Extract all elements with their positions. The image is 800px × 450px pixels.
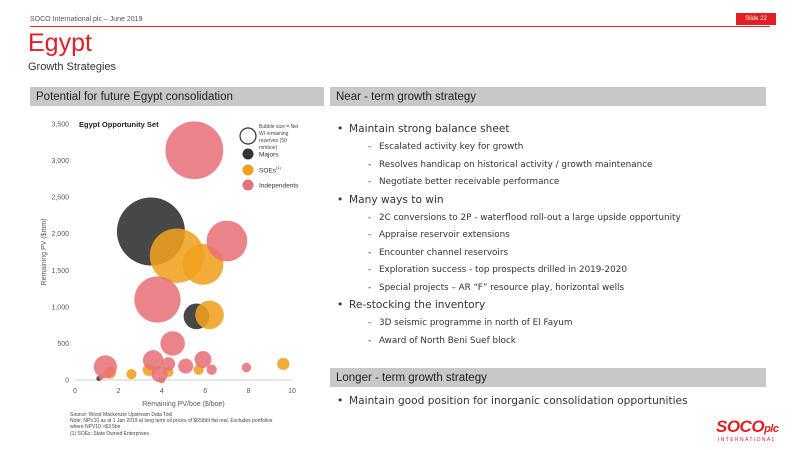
- slide-number-badge: Slide 22: [736, 13, 776, 25]
- legend-soes-footnote-mark: (1): [276, 165, 282, 170]
- x-tick-label: 6: [203, 388, 207, 395]
- left-section-heading: Potential for future Egypt consolidation: [30, 87, 324, 106]
- logo-subtext: INTERNATIONAL: [718, 437, 776, 443]
- bubble-soes: [195, 300, 224, 330]
- y-tick-label: 3,000: [51, 158, 69, 165]
- footnote-note: Note: NPV10 as at 1 Jan 2019 at long ter…: [70, 418, 273, 425]
- logo-wordmark: SOCOplc: [716, 417, 786, 437]
- bubble-soes: [277, 357, 290, 371]
- legend-size-note: WI remaining: [259, 131, 289, 137]
- legend-label-soes: SOEs: [259, 168, 277, 175]
- chart-footnotes: Source: Wood Mackenzie Upstream Data Too…: [70, 412, 320, 437]
- sub-bullet: Special projects – AR “F” resource play,…: [336, 280, 766, 298]
- y-tick-label: 500: [57, 341, 69, 348]
- y-axis-title: Remaining PV ($mm): [41, 219, 48, 286]
- bubble-independents: [142, 350, 164, 371]
- x-tick-label: 4: [160, 388, 164, 395]
- soco-logo: SOCOplc INTERNATIONAL: [716, 417, 786, 443]
- y-tick-label: 1,500: [51, 268, 69, 275]
- sub-bullet: Resolves handicap on historical activity…: [336, 157, 766, 175]
- chart-title: Egypt Opportunity Set: [79, 120, 159, 129]
- sub-bullet: Escalated activity key for growth: [336, 139, 766, 157]
- bullet-restocking: Re-stocking the inventory: [336, 297, 766, 315]
- bubble-independents: [178, 358, 194, 374]
- footnote-source: Source: Wood Mackenzie Upstream Data Too…: [70, 412, 173, 418]
- left-section-heading-text: Potential for future Egypt consolidation: [36, 90, 233, 103]
- x-tick-label: 10: [288, 388, 296, 395]
- y-tick-label: 2,000: [51, 231, 69, 238]
- header-divider: [30, 26, 770, 27]
- sub-bullet: Encounter channel reservoirs: [336, 245, 766, 263]
- bubble-independents: [98, 374, 104, 380]
- bubble-chart: 0 500 1,000 1,500 2,000 2,500 3,000 3,500 0 2 4 6 8 1…: [41, 120, 299, 408]
- x-axis-title: Remaining PV/boe ($/boe): [142, 401, 225, 408]
- bullet-inorganic-consolidation: Maintain good position for inorganic con…: [336, 393, 766, 411]
- y-tick-label: 1,000: [51, 304, 69, 311]
- legend-size-note: Bubble size = Net: [259, 124, 299, 130]
- legend-label-majors: Majors: [259, 152, 279, 159]
- legend-size-note: reserves (50: [259, 138, 287, 144]
- bubble-independents: [158, 376, 166, 384]
- legend-marker-soes: [242, 164, 254, 176]
- bubble-independents: [134, 276, 181, 323]
- bubble-soes: [126, 369, 137, 380]
- longer-term-list: Maintain good position for inorganic con…: [336, 393, 766, 411]
- sub-bullet: Negotiate better receivable performance: [336, 174, 766, 192]
- x-tick-label: 8: [247, 388, 251, 395]
- near-term-heading: Near - term growth strategy: [330, 87, 766, 106]
- bubble-independents: [161, 357, 176, 371]
- logo-suffix: plc: [764, 423, 779, 435]
- bubble-independents: [241, 362, 252, 373]
- sub-bullet: 3D seismic programme in north of El Fayu…: [336, 315, 766, 333]
- near-term-heading-text: Near - term growth strategy: [336, 90, 476, 103]
- x-tick-label: 2: [116, 388, 120, 395]
- bubble-independents: [206, 220, 248, 262]
- y-tick-label: 3,500: [51, 122, 69, 129]
- x-tick-label: 0: [73, 388, 77, 395]
- legend-size-circle: [239, 127, 257, 145]
- sub-bullet: 2C conversions to 2P - waterflood roll-o…: [336, 210, 766, 228]
- header-company: SOCO International plc – June 2019: [30, 16, 143, 23]
- logo-text: SOCO: [716, 417, 765, 436]
- bubble-independents: [93, 355, 117, 379]
- y-tick-label: 0: [65, 378, 69, 385]
- sub-bullet: Exploration success - top prospects dril…: [336, 262, 766, 280]
- longer-term-heading-text: Longer - term growth strategy: [336, 371, 487, 384]
- sub-bullet: Appraise reservoir extensions: [336, 227, 766, 245]
- footnote-soes: (1) SOEs: State Owned Enterprises: [70, 430, 149, 437]
- bullet-ways-to-win: Many ways to win: [336, 192, 766, 210]
- page-title: Egypt: [28, 29, 92, 57]
- longer-term-heading: Longer - term growth strategy: [330, 368, 766, 387]
- bubble-independents: [194, 351, 212, 369]
- footnote-note-cont: where NPV10 >$3.5bn: [70, 424, 121, 431]
- legend-marker-majors: [242, 148, 254, 160]
- legend-marker-independents: [242, 179, 254, 191]
- bubble-independents: [160, 331, 185, 356]
- bullet-balance-sheet: Maintain strong balance sheet: [336, 121, 766, 139]
- bubble-independents: [206, 364, 217, 375]
- page-subtitle: Growth Strategies: [28, 61, 117, 73]
- legend-label-independents: Independents: [259, 183, 299, 190]
- y-tick-label: 2,500: [51, 195, 69, 202]
- bubble-independents: [165, 121, 224, 180]
- sub-bullet: Award of North Beni Suef block: [336, 333, 766, 351]
- near-term-list: Maintain strong balance sheet Escalated …: [336, 121, 766, 350]
- legend-size-note: mmboe): [259, 145, 278, 151]
